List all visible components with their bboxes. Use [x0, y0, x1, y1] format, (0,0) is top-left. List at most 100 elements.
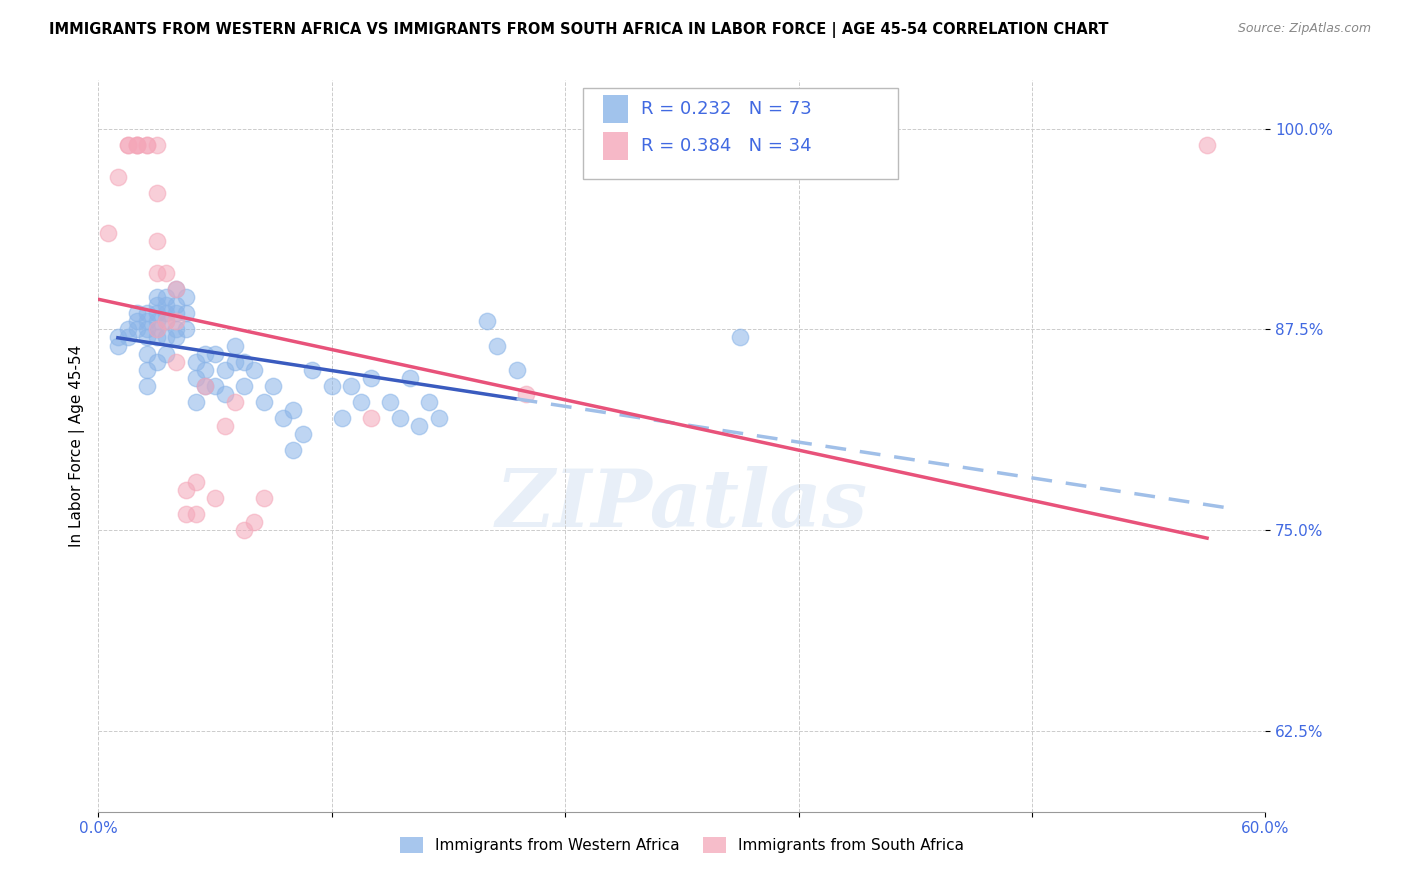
Point — [165, 298, 187, 312]
Point — [360, 370, 382, 384]
Point — [107, 338, 129, 352]
FancyBboxPatch shape — [603, 95, 628, 123]
Point — [127, 306, 149, 320]
Text: Source: ZipAtlas.com: Source: ZipAtlas.com — [1237, 22, 1371, 36]
Point — [486, 338, 509, 352]
Point — [418, 394, 440, 409]
Point — [146, 330, 169, 344]
Point — [505, 362, 527, 376]
Point — [233, 354, 256, 368]
Point — [380, 394, 402, 409]
Point — [515, 386, 537, 401]
FancyBboxPatch shape — [582, 87, 898, 179]
Point — [262, 378, 284, 392]
Point — [155, 314, 177, 328]
Point — [194, 362, 217, 376]
Point — [233, 524, 256, 538]
Point — [136, 322, 159, 336]
Point — [127, 314, 149, 328]
Point — [127, 322, 149, 336]
Point — [214, 386, 236, 401]
Point — [360, 410, 382, 425]
Point — [184, 508, 207, 522]
Point — [117, 137, 139, 152]
Point — [184, 354, 207, 368]
Point — [146, 137, 169, 152]
Point — [204, 346, 226, 360]
Point — [155, 266, 177, 280]
Point — [174, 306, 197, 320]
Point — [146, 186, 169, 200]
Point — [146, 354, 169, 368]
Point — [224, 354, 246, 368]
Point — [155, 346, 177, 360]
Point — [127, 137, 149, 152]
Point — [340, 378, 363, 392]
Point — [165, 282, 187, 296]
Point — [117, 322, 139, 336]
Point — [427, 410, 450, 425]
Point — [165, 314, 187, 328]
Point — [107, 330, 129, 344]
Point — [117, 137, 139, 152]
Point — [271, 410, 294, 425]
Point — [224, 338, 246, 352]
Point — [146, 314, 169, 328]
Point — [730, 330, 752, 344]
Point — [194, 378, 217, 392]
Point — [165, 330, 187, 344]
Point — [146, 266, 169, 280]
Point — [243, 516, 266, 530]
Text: ZIPatlas: ZIPatlas — [496, 466, 868, 543]
Point — [127, 137, 149, 152]
Point — [136, 330, 159, 344]
Point — [174, 483, 197, 498]
Point — [136, 314, 159, 328]
Point — [97, 226, 120, 240]
Point — [146, 290, 169, 304]
Point — [136, 137, 159, 152]
Point — [155, 330, 177, 344]
Point — [408, 418, 430, 433]
Text: R = 0.384   N = 34: R = 0.384 N = 34 — [641, 137, 811, 155]
Point — [146, 298, 169, 312]
Point — [184, 475, 207, 490]
Point — [136, 137, 159, 152]
Point — [136, 362, 159, 376]
Point — [184, 370, 207, 384]
Point — [155, 290, 177, 304]
Point — [243, 362, 266, 376]
Point — [146, 322, 169, 336]
FancyBboxPatch shape — [603, 132, 628, 161]
Point — [146, 322, 169, 336]
Point — [127, 137, 149, 152]
Text: R = 0.232   N = 73: R = 0.232 N = 73 — [641, 100, 811, 119]
Point — [155, 298, 177, 312]
Point — [165, 322, 187, 336]
Point — [1195, 137, 1218, 152]
Point — [146, 234, 169, 248]
Point — [194, 378, 217, 392]
Point — [253, 491, 276, 506]
Point — [398, 370, 420, 384]
Point — [184, 394, 207, 409]
Point — [204, 491, 226, 506]
Point — [204, 378, 226, 392]
Point — [155, 306, 177, 320]
Point — [165, 282, 187, 296]
Point — [477, 314, 499, 328]
Point — [321, 378, 343, 392]
Point — [224, 394, 246, 409]
Point — [233, 378, 256, 392]
Point — [174, 508, 197, 522]
Point — [865, 829, 887, 843]
Point — [136, 346, 159, 360]
Point — [388, 410, 411, 425]
Point — [165, 306, 187, 320]
Text: IMMIGRANTS FROM WESTERN AFRICA VS IMMIGRANTS FROM SOUTH AFRICA IN LABOR FORCE | : IMMIGRANTS FROM WESTERN AFRICA VS IMMIGR… — [49, 22, 1109, 38]
Point — [214, 418, 236, 433]
Point — [194, 346, 217, 360]
Point — [281, 402, 304, 417]
Point — [117, 330, 139, 344]
Point — [174, 322, 197, 336]
